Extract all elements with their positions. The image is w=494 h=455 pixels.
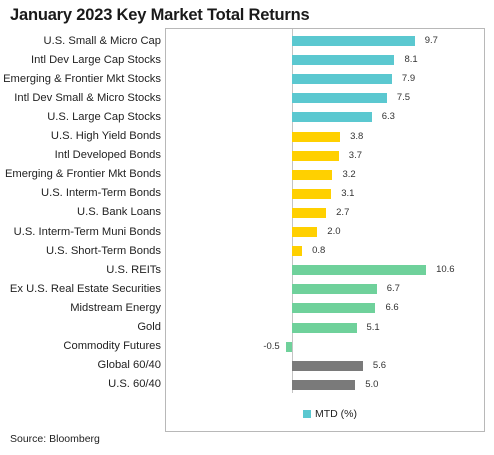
value-label: -0.5 [263, 340, 280, 352]
bar [292, 322, 357, 333]
value-label: 2.0 [327, 226, 341, 237]
value-label: 7.5 [396, 92, 411, 104]
category-label: U.S. Interm-Term Bonds [41, 187, 161, 200]
legend: MTD (%) [303, 408, 357, 420]
bar [292, 227, 318, 237]
value-label: 6.7 [386, 283, 400, 295]
bar [292, 74, 392, 85]
category-label: Emerging & Frontier Mkt Stocks [3, 72, 161, 85]
bar [292, 169, 333, 180]
value-label: 8.1 [404, 54, 418, 66]
value-label: 3.7 [348, 149, 363, 161]
value-label: 5.0 [365, 378, 379, 390]
value-label: 10.6 [436, 264, 455, 276]
chart-frame [165, 28, 485, 432]
value-label: 6.6 [385, 302, 399, 314]
bar [292, 188, 332, 199]
category-label: U.S. Large Cap Stocks [47, 110, 161, 123]
bar [292, 93, 387, 104]
value-label: 3.1 [341, 187, 355, 199]
chart-title: January 2023 Key Market Total Returns [10, 6, 310, 24]
category-label: Midstream Energy [70, 301, 161, 314]
bar [292, 207, 327, 218]
category-label: Global 60/40 [97, 359, 161, 372]
bar [292, 379, 356, 390]
category-label: Intl Dev Small & Micro Stocks [14, 91, 161, 104]
bar [292, 265, 427, 276]
value-label: 3.8 [350, 130, 364, 142]
value-label: 5.6 [372, 359, 387, 371]
category-label: Intl Dev Large Cap Stocks [31, 53, 161, 66]
legend-swatch-mtd [303, 410, 311, 418]
value-label: 7.9 [401, 73, 416, 85]
legend-label-mtd: MTD (%) [315, 408, 357, 420]
value-label: 3.2 [342, 168, 356, 180]
category-label: Gold [137, 321, 161, 333]
bar [292, 284, 377, 295]
bar [292, 55, 395, 66]
bar [292, 360, 363, 371]
bar [292, 303, 376, 314]
bar [292, 112, 372, 123]
category-label: Commodity Futures [63, 340, 161, 353]
value-label: 9.7 [424, 35, 438, 46]
category-label: U.S. High Yield Bonds [50, 130, 161, 142]
category-label: U.S. 60/40 [108, 378, 161, 391]
value-label: 6.3 [381, 111, 395, 123]
category-label: U.S. Short-Term Bonds [45, 244, 161, 257]
bar [285, 341, 292, 352]
bar [292, 131, 341, 142]
category-label: U.S. REITs [106, 263, 161, 276]
category-label: Ex U.S. Real Estate Securities [9, 282, 161, 295]
category-label: Intl Developed Bonds [54, 149, 161, 162]
category-label: Emerging & Frontier Mkt Bonds [4, 168, 161, 181]
category-label: U.S. Interm-Term Muni Bonds [13, 225, 161, 238]
value-label: 5.1 [366, 321, 380, 333]
value-label: 0.8 [312, 245, 326, 257]
bar [292, 150, 339, 161]
source-note: Source: Bloomberg [10, 433, 100, 445]
value-label: 2.7 [336, 206, 350, 218]
bar [292, 246, 303, 257]
bar [292, 36, 415, 46]
category-label: U.S. Small & Micro Cap [43, 34, 162, 47]
category-label: U.S. Bank Loans [77, 206, 161, 219]
